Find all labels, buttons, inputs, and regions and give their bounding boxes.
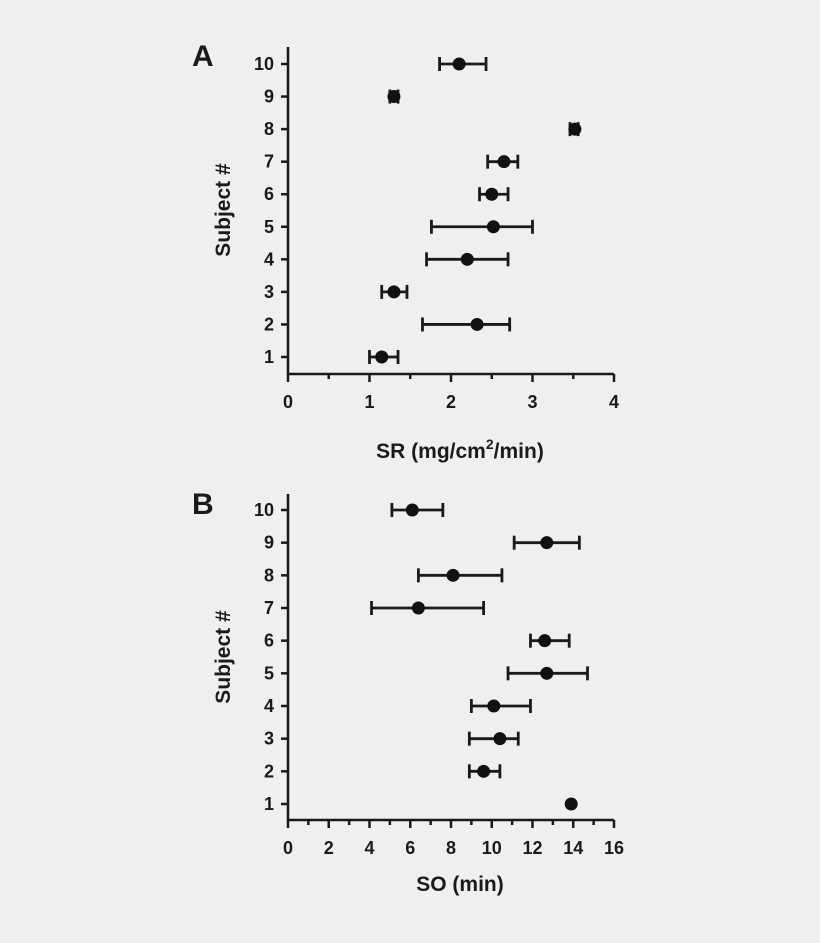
data-point (460, 252, 474, 266)
data-point-group (564, 797, 578, 811)
y-tick-label: 3 (264, 282, 274, 302)
x-tick-label: 2 (446, 392, 456, 412)
x-tick-label: 16 (604, 838, 624, 858)
panel-label: B (192, 488, 214, 521)
data-point-group (438, 57, 488, 71)
data-point-group (506, 666, 589, 681)
data-point (446, 568, 460, 582)
data-point-group (380, 284, 409, 299)
y-tick-label: 8 (264, 565, 274, 585)
x-tick-label: 14 (563, 838, 583, 858)
data-point (485, 187, 499, 201)
x-tick-label: 3 (527, 392, 537, 412)
data-point (568, 122, 582, 136)
y-tick-label: 2 (264, 761, 274, 781)
data-point (411, 601, 425, 615)
data-point-group (416, 568, 504, 583)
y-tick-label: 8 (264, 119, 274, 139)
data-point (497, 155, 511, 169)
data-point (387, 90, 401, 104)
data-point-group (512, 535, 581, 550)
y-tick-label: 2 (264, 314, 274, 334)
x-tick-label: 1 (364, 392, 374, 412)
data-point-group (568, 122, 582, 137)
y-tick-label: 9 (264, 87, 274, 107)
data-point (452, 57, 466, 71)
data-point-group (529, 633, 571, 648)
data-point (375, 350, 389, 364)
y-tick-label: 1 (264, 794, 274, 814)
y-tick-label: 6 (264, 631, 274, 651)
x-tick-label: 6 (405, 838, 415, 858)
x-tick-label: 4 (364, 838, 374, 858)
x-axis-title-main: SR (mg/cm (376, 440, 486, 463)
data-point-group (486, 154, 520, 169)
x-axis-title: SR (mg/cm2/min) (376, 436, 544, 463)
data-point (470, 317, 484, 331)
y-tick-label: 10 (254, 500, 274, 520)
y-tick-label: 9 (264, 533, 274, 553)
data-point-group (467, 764, 502, 779)
data-point-group (390, 503, 445, 517)
data-point-group (469, 699, 532, 713)
y-tick-label: 3 (264, 729, 274, 749)
x-axis-title-suffix: /min) (494, 440, 544, 463)
data-point-group (425, 252, 510, 267)
x-tick-label: 4 (609, 392, 619, 412)
panel-label: A (192, 40, 214, 73)
y-tick-label: 1 (264, 347, 274, 367)
data-point (540, 666, 554, 680)
data-point-group (387, 89, 401, 104)
x-axis-title-superscript: 2 (486, 436, 494, 452)
data-point-group (430, 219, 534, 234)
data-point (486, 220, 500, 234)
data-point (538, 634, 552, 648)
data-point-group (478, 187, 510, 202)
y-tick-label: 7 (264, 152, 274, 172)
x-axis-title: SO (min) (416, 873, 504, 896)
y-tick-label: 10 (254, 54, 274, 74)
y-axis-title: Subject # (212, 610, 235, 704)
y-tick-label: 4 (264, 696, 274, 716)
x-tick-label: 2 (324, 838, 334, 858)
data-point (487, 699, 501, 713)
data-point-group (370, 601, 486, 615)
data-point (493, 732, 507, 746)
y-tick-label: 6 (264, 184, 274, 204)
x-tick-label: 0 (283, 838, 293, 858)
data-point (540, 536, 554, 550)
y-tick-label: 5 (264, 217, 274, 237)
data-point (387, 285, 401, 299)
y-axis-title: Subject # (212, 163, 235, 257)
x-tick-label: 0 (283, 392, 293, 412)
data-point (405, 503, 419, 517)
y-tick-label: 7 (264, 598, 274, 618)
y-tick-label: 4 (264, 249, 274, 269)
data-point (477, 764, 491, 778)
data-point-group (467, 731, 520, 746)
data-point-group (368, 350, 400, 364)
data-point (564, 797, 578, 811)
x-tick-label: 10 (482, 838, 502, 858)
data-point-group (421, 317, 512, 332)
y-tick-label: 5 (264, 663, 274, 683)
x-tick-label: 8 (446, 838, 456, 858)
x-tick-label: 12 (522, 838, 542, 858)
